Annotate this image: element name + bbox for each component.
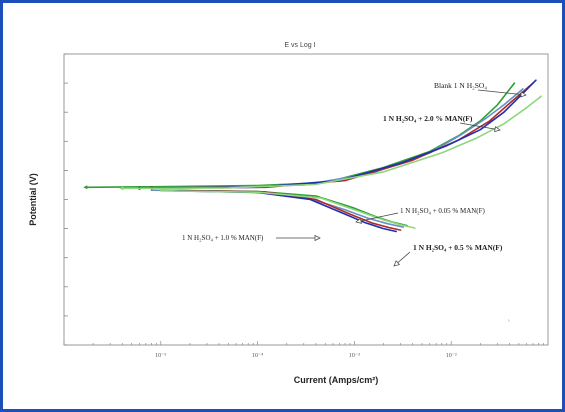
x-tick-label: 10⁻⁵ xyxy=(155,353,166,359)
series-4 xyxy=(119,95,542,229)
series-line-cathodic xyxy=(177,189,402,231)
annotation-0-5-percent: 1 N H₂SO₄ + 0.5 % MAN(F) xyxy=(413,243,503,252)
annotation-1-0-percent: 1 N H₂SO₄ + 1.0 % MAN(F) xyxy=(182,234,264,242)
x-tick-label: 10⁻⁴ xyxy=(252,353,263,359)
annotation-blank: Blank 1 N H₂SO₄ xyxy=(434,81,487,90)
x-axis: 10⁻⁵ 10⁻⁴ 10⁻³ 10⁻² xyxy=(63,341,544,359)
annotation-arrows xyxy=(276,89,527,267)
annotation-arrowhead xyxy=(494,126,501,133)
x-tick-label: 10⁻³ xyxy=(349,353,360,359)
annotation-0-05-percent: 1 N H₂SO₄ + 0.05 % MAN(F) xyxy=(400,207,486,215)
annotation-arrowhead xyxy=(520,91,527,98)
series-start-marker xyxy=(83,185,88,190)
x-axis-label: Current (Amps/cm²) xyxy=(294,375,379,385)
annotation-arrow xyxy=(459,122,501,131)
series-line-cathodic xyxy=(160,190,416,229)
annotation-2-0-percent: 1 N H₂SO₄ + 2.0 % MAN(F) xyxy=(383,114,473,123)
stray-mark: › xyxy=(508,318,510,324)
x-tick-label: 10⁻² xyxy=(446,353,457,359)
chart-title: E vs Log I xyxy=(284,42,315,49)
annotation-arrowhead xyxy=(393,260,401,267)
series-line-anodic xyxy=(85,82,516,189)
annotation-arrow xyxy=(355,212,399,223)
annotations: Blank 1 N H₂SO₄ 1 N H₂SO₄ + 2.0 % MAN(F)… xyxy=(182,81,527,267)
annotation-arrow xyxy=(477,89,527,96)
series-line-anodic xyxy=(121,95,542,190)
annotation-arrowhead xyxy=(355,217,362,224)
annotation-arrowhead xyxy=(314,234,321,242)
plot-area: 10⁻⁵ 10⁻⁴ 10⁻³ 10⁻² xyxy=(63,53,549,359)
series-start-marker xyxy=(119,186,124,191)
y-axis xyxy=(64,53,68,346)
y-axis-label: Potential (V) xyxy=(28,173,38,226)
series-group xyxy=(83,79,542,233)
